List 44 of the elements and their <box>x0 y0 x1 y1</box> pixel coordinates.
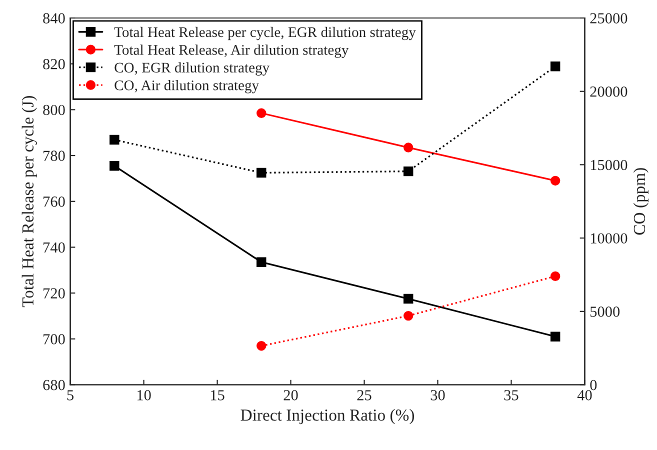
y2-tick-label: 0 <box>590 380 597 390</box>
legend-label: Total Heat Release, Air dilution strategy <box>114 44 349 58</box>
point <box>403 310 414 321</box>
y2-tick-label: 20000 <box>590 86 628 97</box>
x-tick-label: 15 <box>210 390 224 400</box>
y2-tick-label: 15000 <box>590 160 628 170</box>
y-tick-label: 740 <box>44 242 65 253</box>
y2-tick-label: 25000 <box>590 13 628 24</box>
x-tick-label: 5 <box>67 390 74 400</box>
y-axis-title: Total Heat Release per cycle (J) <box>22 96 37 308</box>
point <box>256 257 266 267</box>
point <box>256 341 266 351</box>
point <box>110 160 120 171</box>
y-tick-label: 840 <box>43 13 65 24</box>
y-tick-label: 780 <box>44 150 65 161</box>
y-tick-label: 820 <box>43 58 65 70</box>
point <box>550 62 560 72</box>
x-tick-label: 40 <box>577 390 592 400</box>
point <box>550 176 560 186</box>
legend-label: CO, Air dilution strategy <box>114 80 260 94</box>
x-tick-label: 30 <box>430 390 445 400</box>
y-tick-label: 800 <box>43 104 65 116</box>
x-tick-label: 25 <box>357 390 372 400</box>
y-tick-label: 720 <box>44 288 65 299</box>
point <box>256 108 266 118</box>
point <box>403 142 414 152</box>
y-tick-label: 760 <box>44 196 65 207</box>
y2-axis-title: CO (ppm) <box>633 168 648 235</box>
y-tick-label: 680 <box>43 380 65 390</box>
x-tick-label: 35 <box>504 390 518 400</box>
y2-tick-label: 5000 <box>590 306 620 317</box>
point <box>550 271 560 282</box>
point <box>256 168 266 178</box>
y2-tick-label: 10000 <box>590 233 628 244</box>
point <box>403 166 414 176</box>
point <box>110 134 120 145</box>
x-tick-label: 10 <box>137 390 151 400</box>
y-tick-label: 700 <box>44 334 65 344</box>
x-tick-label: 20 <box>284 390 298 400</box>
x-axis-title: Direct Injection Ratio (%) <box>240 409 414 424</box>
legend-label: CO, EGR dilution strategy <box>114 62 270 76</box>
legend-label: Total Heat Release per cycle, EGR dilution strategy <box>114 26 416 40</box>
point <box>550 332 560 342</box>
point <box>403 294 414 304</box>
